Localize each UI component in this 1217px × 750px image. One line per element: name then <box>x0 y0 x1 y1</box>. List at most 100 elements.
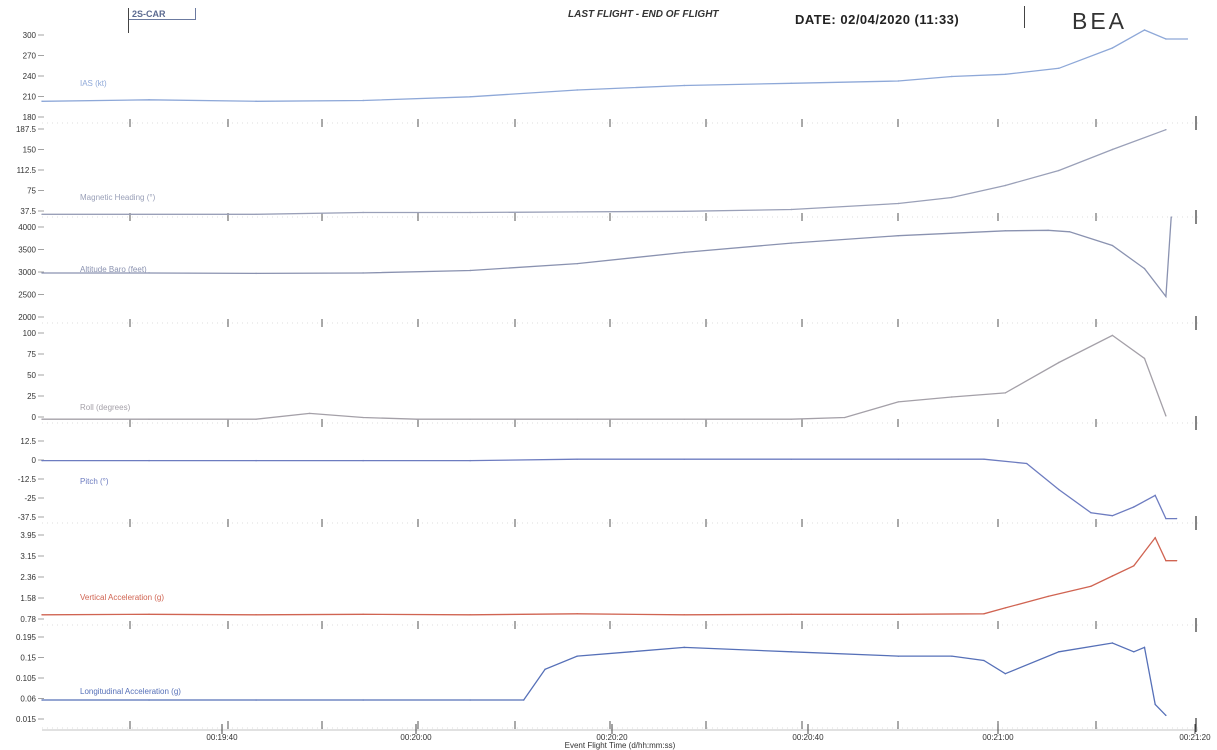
data-point <box>308 412 311 415</box>
y-tick-label: 2000 <box>18 313 36 322</box>
bea-logo: BEA <box>1072 8 1128 34</box>
data-point <box>148 418 150 420</box>
data-point <box>1143 646 1146 649</box>
data-point <box>790 208 792 211</box>
x-tick-label: 00:21:00 <box>982 733 1014 742</box>
series-line <box>42 642 1167 716</box>
data-point <box>951 655 953 657</box>
data-point <box>1058 67 1060 69</box>
data-point <box>1133 506 1135 508</box>
data-point <box>1068 231 1071 233</box>
data-point <box>576 89 578 91</box>
x-tick-label: 00:20:40 <box>792 733 824 742</box>
data-point <box>1143 357 1146 360</box>
data-point <box>1004 73 1007 75</box>
data-point <box>683 646 685 649</box>
y-tick-label: -12.5 <box>18 475 37 484</box>
y-tick-label: 300 <box>23 31 37 40</box>
data-point <box>1004 392 1007 394</box>
data-point <box>1111 642 1114 644</box>
data-point <box>1026 462 1028 465</box>
data-point <box>1111 514 1114 517</box>
data-point <box>148 99 150 101</box>
data-point <box>897 202 899 205</box>
data-point <box>1111 575 1114 577</box>
data-point <box>415 418 418 420</box>
data-point <box>1004 184 1007 187</box>
data-point <box>1004 230 1007 232</box>
data-point <box>683 84 685 87</box>
data-point <box>1154 703 1156 706</box>
data-point <box>790 651 792 653</box>
data-point <box>1111 334 1114 337</box>
y-tick-label: 0.015 <box>16 715 37 724</box>
data-point <box>362 272 364 274</box>
data-point <box>897 401 899 403</box>
x-tick-label: 00:19:40 <box>206 733 238 742</box>
data-point <box>469 459 471 462</box>
data-point <box>362 99 364 102</box>
x-tick-label: 00:20:20 <box>596 733 628 742</box>
data-point <box>1143 267 1146 270</box>
series-label: Pitch (°) <box>80 477 109 486</box>
y-tick-label: 187.5 <box>16 125 37 134</box>
data-point <box>983 458 985 460</box>
data-point <box>1047 229 1049 232</box>
y-tick-label: 75 <box>27 350 36 359</box>
y-tick-label: 3000 <box>18 268 36 277</box>
y-tick-label: 240 <box>23 72 37 81</box>
y-tick-label: 180 <box>23 113 37 122</box>
data-point <box>41 272 43 274</box>
header-divider <box>128 8 129 33</box>
data-point <box>1165 517 1167 520</box>
data-point <box>41 213 43 215</box>
data-point <box>1004 673 1007 675</box>
y-tick-label: 2500 <box>18 291 36 300</box>
data-point <box>1111 244 1114 247</box>
data-point <box>469 211 471 214</box>
data-point <box>1047 595 1049 598</box>
flight-title: LAST FLIGHT - END OF FLIGHT <box>568 9 719 20</box>
data-point <box>544 668 546 671</box>
y-tick-label: 0.105 <box>16 674 37 683</box>
series-label: Magnetic Heading (°) <box>80 193 156 202</box>
data-point <box>683 458 685 460</box>
data-point <box>1111 47 1114 49</box>
data-point <box>469 96 471 98</box>
x-tick-label: 00:20:00 <box>400 733 432 742</box>
data-point <box>983 659 985 662</box>
data-point <box>1165 415 1167 417</box>
series-label: Vertical Acceleration (g) <box>80 593 164 602</box>
data-point <box>1090 585 1092 587</box>
data-point <box>1154 494 1156 497</box>
data-point <box>1186 38 1188 40</box>
data-point <box>255 100 257 102</box>
series-line <box>41 29 1188 102</box>
data-point <box>362 613 364 616</box>
data-point <box>576 458 578 460</box>
series-line <box>42 334 1167 420</box>
data-point <box>683 210 685 212</box>
y-tick-label: 3500 <box>18 246 36 255</box>
data-point <box>951 75 953 78</box>
data-point <box>255 272 257 275</box>
date-box-border <box>1024 6 1025 28</box>
data-point <box>362 416 364 419</box>
data-point <box>255 614 257 616</box>
data-point <box>576 418 578 420</box>
data-point <box>790 242 792 244</box>
series-label: Altitude Baro (feet) <box>80 265 147 274</box>
data-point <box>576 211 578 213</box>
data-point <box>41 614 43 616</box>
data-point <box>630 651 632 653</box>
data-point <box>1165 559 1167 562</box>
data-point <box>41 418 43 420</box>
data-point <box>469 269 471 272</box>
data-point <box>1058 361 1060 364</box>
data-point <box>362 459 364 462</box>
data-point <box>255 418 257 420</box>
x-tick-label: 00:21:20 <box>1179 733 1211 742</box>
series-line <box>42 458 1177 520</box>
y-tick-label: 112.5 <box>17 166 37 175</box>
